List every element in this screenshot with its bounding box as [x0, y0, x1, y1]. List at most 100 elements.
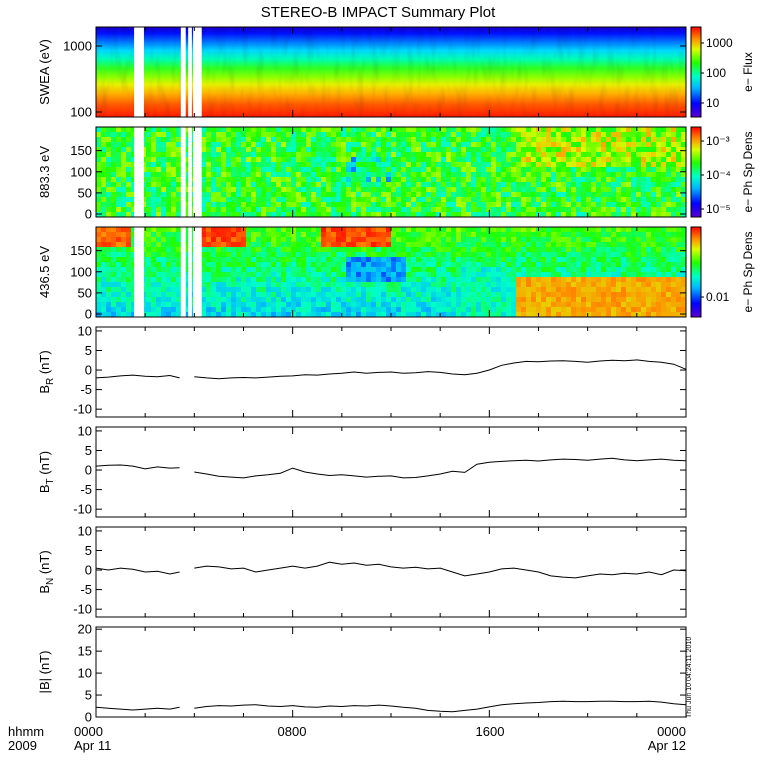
heatmap-cell [556, 202, 562, 208]
x-label-apr12: Apr 12 [648, 738, 686, 753]
heatmap-cell [161, 247, 167, 253]
heatmap-cell [306, 172, 312, 178]
heatmap-cell [351, 287, 357, 293]
heatmap-cell [396, 307, 402, 313]
heatmap-cell [171, 162, 177, 168]
heatmap-cell [316, 197, 322, 203]
heatmap-cell [161, 177, 167, 183]
heatmap-cell [311, 197, 317, 203]
heatmap-cell [101, 162, 107, 168]
heatmap-cell [156, 227, 162, 233]
heatmap-cell [381, 277, 387, 283]
heatmap-cell [211, 247, 217, 253]
heatmap-cell [101, 267, 107, 273]
heatmap-cell [396, 192, 402, 198]
heatmap-cell [256, 247, 262, 253]
heatmap-cell [161, 157, 167, 163]
heatmap-cell [616, 147, 622, 153]
heatmap-cell [671, 307, 677, 313]
heatmap-cell [301, 202, 307, 208]
heatmap-cell [151, 242, 157, 248]
heatmap-cell [531, 142, 537, 148]
heatmap-cell [576, 287, 582, 293]
heatmap-cell [541, 147, 547, 153]
heatmap-cell [126, 302, 132, 308]
heatmap-cell [671, 227, 677, 233]
heatmap-cell [211, 272, 217, 278]
heatmap-cell [591, 182, 597, 188]
heatmap-cell [96, 147, 102, 153]
heatmap-cell [441, 137, 447, 143]
heatmap-cell [486, 287, 492, 293]
heatmap-cell [541, 262, 547, 268]
heatmap-cell [266, 132, 272, 138]
heatmap-cell [606, 237, 612, 243]
heatmap-cell [221, 252, 227, 258]
heatmap-cell [531, 252, 537, 258]
heatmap-cell [481, 277, 487, 283]
heatmap-cell [221, 147, 227, 153]
heatmap-cell [606, 202, 612, 208]
heatmap-cell [286, 252, 292, 258]
heatmap-cell [531, 297, 537, 303]
heatmap-cell [356, 282, 362, 288]
heatmap-cell [166, 312, 172, 318]
heatmap-cell [636, 242, 642, 248]
heatmap-cell [126, 307, 132, 313]
heatmap-cell [326, 127, 332, 133]
heatmap-cell [551, 157, 557, 163]
heatmap-cell [681, 302, 687, 308]
heatmap-cell [166, 287, 172, 293]
heatmap-cell [451, 212, 457, 218]
heatmap-cell [471, 137, 477, 143]
data-gap [180, 227, 186, 317]
heatmap-cell [641, 142, 647, 148]
heatmap-cell [531, 247, 537, 253]
heatmap-cell [311, 287, 317, 293]
heatmap-cell [531, 242, 537, 248]
heatmap-cell [476, 177, 482, 183]
heatmap-cell [416, 152, 422, 158]
heatmap-cell [286, 242, 292, 248]
heatmap-cell [306, 307, 312, 313]
heatmap-cell [671, 132, 677, 138]
heatmap-cell [151, 267, 157, 273]
heatmap-cell [566, 147, 572, 153]
heatmap-cell [536, 207, 542, 213]
heatmap-cell [216, 267, 222, 273]
heatmap-cell [566, 167, 572, 173]
heatmap-cell [551, 277, 557, 283]
heatmap-cell [176, 297, 182, 303]
heatmap-cell [201, 242, 207, 248]
heatmap-cell [461, 212, 467, 218]
heatmap-cell [676, 172, 682, 178]
heatmap-cell [466, 272, 472, 278]
heatmap-cell [226, 262, 232, 268]
heatmap-cell [626, 287, 632, 293]
heatmap-cell [371, 197, 377, 203]
heatmap-cell [491, 242, 497, 248]
heatmap-cell [431, 157, 437, 163]
heatmap-cell [311, 157, 317, 163]
heatmap-cell [146, 287, 152, 293]
heatmap-cell [656, 277, 662, 283]
heatmap-cell [606, 252, 612, 258]
heatmap-cell [621, 137, 627, 143]
heatmap-cell [471, 247, 477, 253]
heatmap-cell [311, 257, 317, 263]
heatmap-cell [581, 132, 587, 138]
heatmap-cell [286, 287, 292, 293]
heatmap-cell [271, 292, 277, 298]
heatmap-cell [346, 197, 352, 203]
heatmap-cell [236, 142, 242, 148]
heatmap-cell [586, 312, 592, 318]
heatmap-cell [491, 127, 497, 133]
heatmap-cell [326, 237, 332, 243]
heatmap-cell [156, 242, 162, 248]
heatmap-cell [581, 277, 587, 283]
heatmap-cell [251, 232, 257, 238]
heatmap-cell [641, 237, 647, 243]
heatmap-cell [551, 147, 557, 153]
heatmap-cell [436, 237, 442, 243]
heatmap-cell [151, 187, 157, 193]
